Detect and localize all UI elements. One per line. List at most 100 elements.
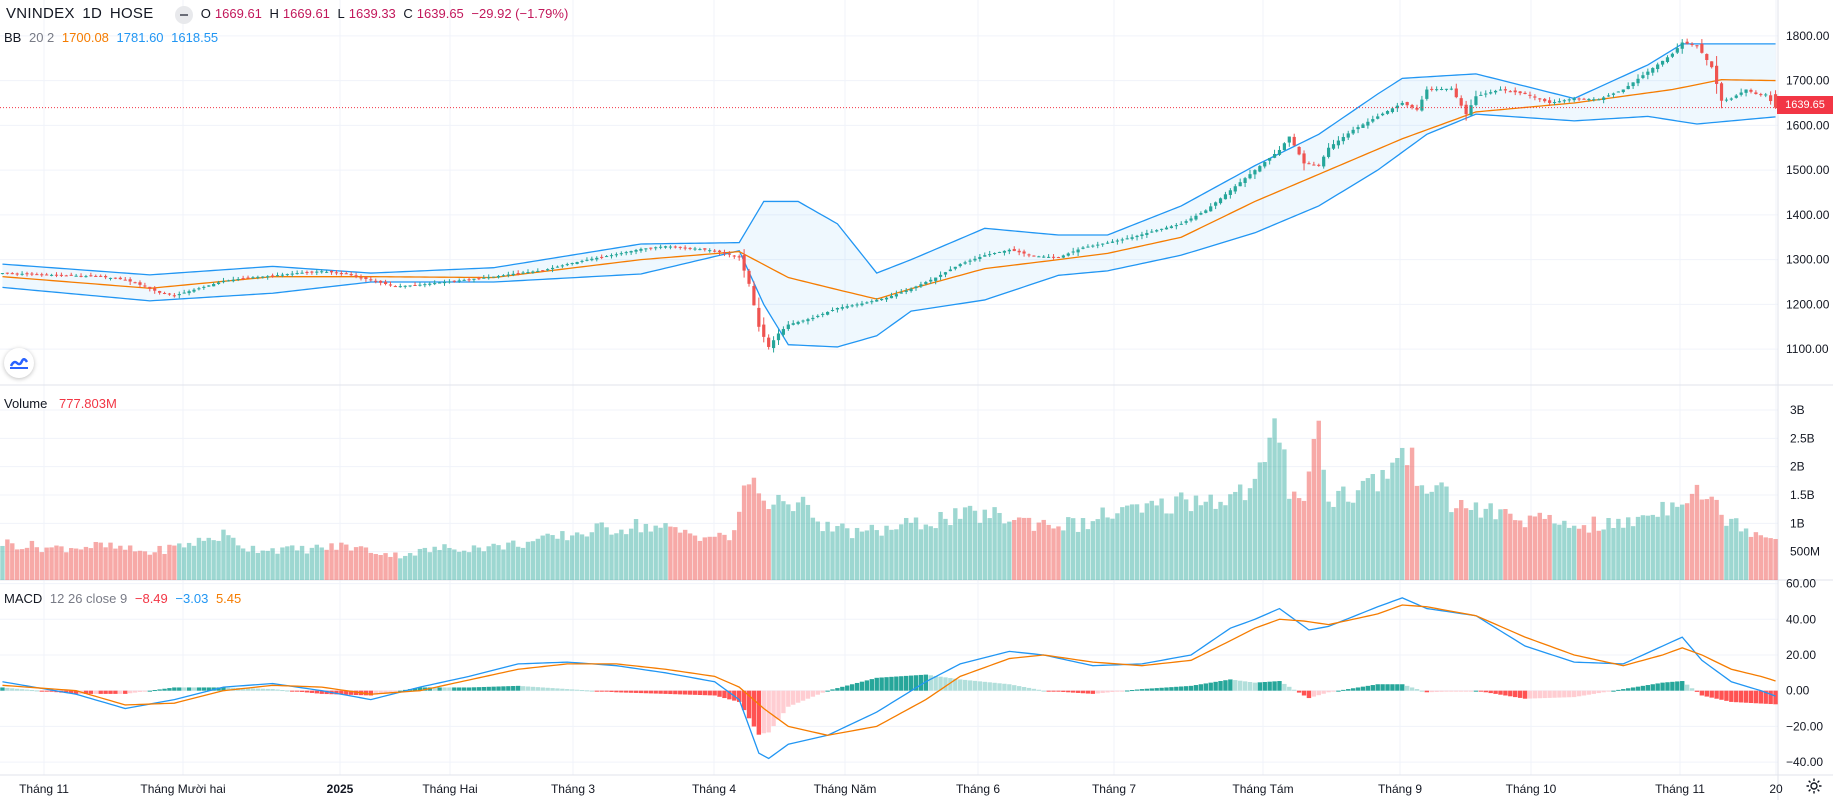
macd-legend[interactable]: MACD 12 26 close 9 −8.49 −3.03 5.45 <box>4 591 245 606</box>
macd-hist-bar <box>1517 690 1523 698</box>
macd-hist-bar <box>692 690 698 695</box>
candle-body <box>192 289 196 292</box>
macd-hist-bar <box>972 680 978 691</box>
volume-bar <box>285 546 290 580</box>
macd-hist-bar <box>1346 689 1351 691</box>
macd-hist-bar <box>24 689 30 691</box>
candle-body <box>904 290 908 292</box>
macd-hist-bar <box>285 690 290 692</box>
macd-hist-bar <box>845 685 850 691</box>
candle-body <box>108 277 113 279</box>
macd-hist-bar <box>854 682 860 691</box>
macd-hist-bar <box>44 690 49 692</box>
volume-legend[interactable]: Volume 777.803M <box>4 396 121 411</box>
volume-bar <box>820 531 825 580</box>
macd-hist-bar <box>1321 690 1326 694</box>
macd-hist-bar <box>1468 690 1474 692</box>
volume-bar <box>1449 512 1454 580</box>
candle-body <box>496 275 501 278</box>
macd-hist-bar <box>1434 690 1439 692</box>
candle-body <box>1606 95 1611 97</box>
bb-legend[interactable]: BB 20 2 1700.08 1781.60 1618.55 <box>4 30 222 45</box>
volume-bar <box>1257 462 1263 580</box>
volume-bar <box>795 502 801 580</box>
volume-bar <box>54 545 59 580</box>
volume-bar <box>1689 493 1695 580</box>
volume-bar <box>1095 519 1100 580</box>
volume-bar <box>687 533 693 580</box>
volume-bar <box>781 501 786 580</box>
candle-body <box>870 301 874 303</box>
candle-body <box>207 285 211 287</box>
candle-body <box>722 252 727 254</box>
candle-body <box>992 253 997 255</box>
volume-bar <box>918 529 924 580</box>
candle-body <box>1577 98 1581 100</box>
candle-body <box>398 286 402 288</box>
volume-bar <box>1066 517 1071 580</box>
macd-signal-value: 5.45 <box>215 591 242 606</box>
macd-hist-bar <box>835 688 840 691</box>
volume-bar <box>83 546 89 580</box>
candle-body <box>821 313 825 315</box>
macd-hist-bar <box>1675 681 1680 691</box>
candle-body <box>963 262 967 264</box>
macd-hist-bar <box>511 686 516 691</box>
interval[interactable]: 1D <box>82 5 103 22</box>
candle-body <box>1312 164 1316 166</box>
symbol-name[interactable]: VNINDEX <box>6 5 75 22</box>
macd-hist-bar <box>1547 690 1552 698</box>
volume-bar <box>1409 447 1415 580</box>
candle-body <box>359 277 363 279</box>
volume-bar <box>1640 515 1646 580</box>
candle-body <box>604 256 609 258</box>
macd-hist-bar <box>1738 690 1744 703</box>
settings-gear-icon[interactable] <box>1805 777 1823 795</box>
volume-bar <box>899 524 904 580</box>
candle-body <box>1425 89 1429 99</box>
volume-bar <box>255 552 261 580</box>
macd-hist-bar <box>565 689 570 691</box>
macd-hist-bar <box>520 686 526 691</box>
volume-bar <box>727 540 732 580</box>
macd-hist-bar <box>1247 681 1253 691</box>
volume-bar <box>1134 504 1140 580</box>
macd-hist-bar <box>1360 686 1366 691</box>
grid-lines <box>0 0 1778 775</box>
candle-body <box>737 256 741 258</box>
volume-bar <box>1277 442 1282 580</box>
macd-hist-bar <box>457 687 462 691</box>
volume-bar <box>368 552 374 580</box>
volume-bar <box>334 549 339 580</box>
macd-hist-bar <box>476 687 482 691</box>
macd-hist-bar <box>948 678 953 691</box>
candle-body <box>786 324 790 329</box>
macd-hist-bar <box>1331 690 1336 692</box>
candle-body <box>609 255 614 257</box>
macd-hist-bar <box>1188 685 1194 691</box>
macd-hist-bar <box>1429 690 1434 693</box>
volume-bar <box>10 543 15 580</box>
candle-body <box>1543 98 1547 102</box>
macd-hist-bar <box>1635 686 1641 691</box>
candle-body <box>1105 242 1110 244</box>
candle-body <box>938 274 943 277</box>
last-price-tag: 1639.65 <box>1777 96 1833 114</box>
volume-bar <box>1125 505 1130 580</box>
eye-icon[interactable] <box>175 5 194 24</box>
volume-bar <box>378 555 383 580</box>
volume-bar <box>1051 528 1056 580</box>
tradingview-logo-icon[interactable] <box>4 348 34 378</box>
volume-bar <box>1272 418 1277 580</box>
macd-hist-bar <box>83 690 89 694</box>
macd-hist-bar <box>1242 681 1248 691</box>
volume-bar <box>1596 530 1601 580</box>
candle-body <box>742 255 746 271</box>
candle-body <box>339 273 343 275</box>
volume-bar <box>658 527 663 580</box>
macd-hist-bar <box>1154 688 1159 691</box>
volume-bar <box>1380 469 1385 580</box>
volume-bar <box>1650 514 1655 580</box>
